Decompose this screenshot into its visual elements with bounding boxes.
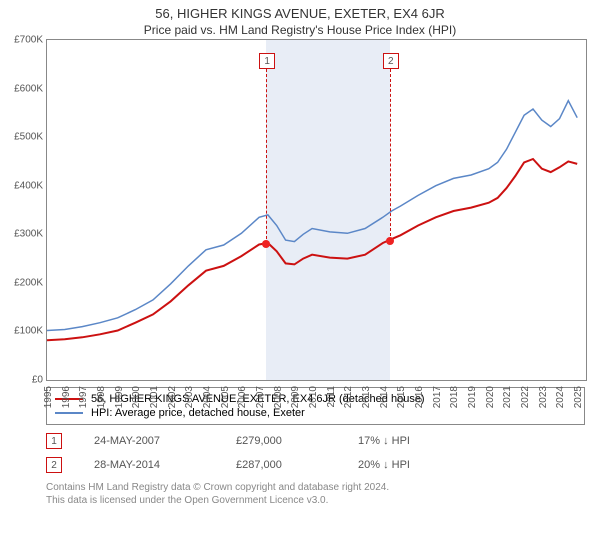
transaction-date: 28-MAY-2014 <box>94 459 204 471</box>
y-axis-label: £0 <box>32 375 43 386</box>
x-axis-label: 2010 <box>308 386 319 408</box>
y-axis-label: £200K <box>14 277 43 288</box>
transaction-index-box: 1 <box>46 433 62 449</box>
x-axis-label: 1995 <box>43 386 54 408</box>
x-axis-label: 1997 <box>78 386 89 408</box>
x-axis-label: 1999 <box>114 386 125 408</box>
flag-marker <box>262 240 270 248</box>
transaction-row: 2 28-MAY-2014 £287,000 20% ↓ HPI <box>46 453 585 477</box>
y-axis-label: £700K <box>14 35 43 46</box>
x-axis-label: 2005 <box>220 386 231 408</box>
flag-box: 1 <box>259 53 275 69</box>
x-axis-label: 2004 <box>202 386 213 408</box>
footer-line-1: Contains HM Land Registry data © Crown c… <box>46 481 585 494</box>
y-axis-label: £600K <box>14 83 43 94</box>
chart-subtitle: Price paid vs. HM Land Registry's House … <box>0 21 600 39</box>
x-axis-label: 2016 <box>414 386 425 408</box>
legend-label: HPI: Average price, detached house, Exet… <box>91 407 305 419</box>
y-axis-label: £500K <box>14 132 43 143</box>
y-axis-label: £400K <box>14 180 43 191</box>
flag-line <box>390 69 391 240</box>
chart-title: 56, HIGHER KINGS AVENUE, EXETER, EX4 6JR <box>0 0 600 21</box>
x-axis-label: 2020 <box>485 386 496 408</box>
footer-line-2: This data is licensed under the Open Gov… <box>46 494 585 507</box>
flag-line <box>266 69 267 244</box>
legend-swatch <box>55 412 83 414</box>
transaction-index-box: 2 <box>46 457 62 473</box>
transaction-price: £287,000 <box>236 459 326 471</box>
y-axis-label: £300K <box>14 229 43 240</box>
x-axis-label: 2022 <box>520 386 531 408</box>
x-axis-label: 2003 <box>184 386 195 408</box>
x-axis-label: 2023 <box>538 386 549 408</box>
x-axis-label: 2007 <box>255 386 266 408</box>
footer: Contains HM Land Registry data © Crown c… <box>46 481 585 507</box>
x-axis-label: 2006 <box>237 386 248 408</box>
plot-area: 12 <box>47 40 586 380</box>
flag-box: 2 <box>383 53 399 69</box>
x-axis-label: 2013 <box>361 386 372 408</box>
series-line <box>47 101 577 331</box>
transaction-date: 24-MAY-2007 <box>94 435 204 447</box>
series-svg <box>47 40 586 380</box>
x-axis-label: 1996 <box>61 386 72 408</box>
x-axis-label: 2011 <box>326 386 337 408</box>
transaction-table: 1 24-MAY-2007 £279,000 17% ↓ HPI 2 28-MAY-201… <box>46 429 585 477</box>
x-axis-label: 2009 <box>290 386 301 408</box>
transaction-row: 1 24-MAY-2007 £279,000 17% ↓ HPI <box>46 429 585 453</box>
x-axis-label: 2015 <box>396 386 407 408</box>
x-axis-label: 2024 <box>555 386 566 408</box>
y-axis-label: £100K <box>14 326 43 337</box>
x-axis-label: 2002 <box>167 386 178 408</box>
price-chart: 12 £0£100K£200K£300K£400K£500K£600K£700K… <box>46 39 587 381</box>
x-axis-label: 1998 <box>96 386 107 408</box>
x-axis-label: 2017 <box>432 386 443 408</box>
transaction-delta: 20% ↓ HPI <box>358 459 410 471</box>
flag-marker <box>386 237 394 245</box>
x-axis-label: 2000 <box>131 386 142 408</box>
x-axis-label: 2014 <box>379 386 390 408</box>
transaction-price: £279,000 <box>236 435 326 447</box>
x-axis-label: 2001 <box>149 386 160 408</box>
transaction-delta: 17% ↓ HPI <box>358 435 410 447</box>
x-axis-label: 2012 <box>343 386 354 408</box>
x-axis-label: 2018 <box>449 386 460 408</box>
x-axis-label: 2025 <box>573 386 584 408</box>
x-axis-label: 2021 <box>502 386 513 408</box>
x-axis-label: 2008 <box>273 386 284 408</box>
x-axis-label: 2019 <box>467 386 478 408</box>
